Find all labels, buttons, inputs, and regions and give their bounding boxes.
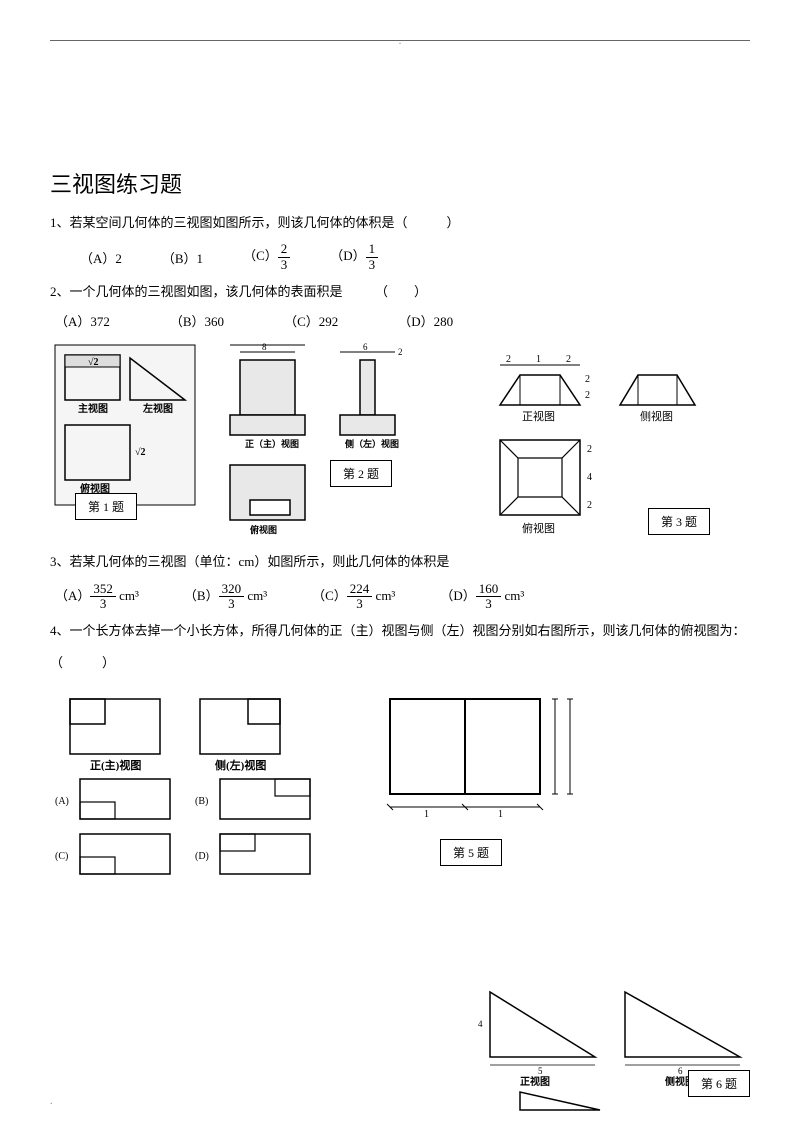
q3-opt-d: （D）1603 cm³	[440, 582, 524, 612]
fig2-caption: 第 2 题	[330, 460, 392, 487]
svg-text:正(主)视图: 正(主)视图	[90, 758, 141, 772]
q3-opt-a: （A）3523 cm³	[55, 582, 139, 612]
q1-opt-a: （A）2	[80, 248, 122, 267]
svg-text:2: 2	[587, 444, 592, 455]
q4-blank: （ ）	[50, 651, 750, 674]
svg-text:左视图: 左视图	[142, 402, 173, 415]
figure-1: √2 主视图 左视图 √2 俯视图 第 1 题	[50, 340, 200, 515]
q3-opt-c: （C）2243 cm³	[312, 582, 395, 612]
q2-opt-d: （D）280	[398, 311, 453, 330]
svg-text:4: 4	[478, 1019, 483, 1029]
q4-left-col: 正(主)视图 侧(左)视图 (A) (B) (C) (D)	[50, 689, 330, 884]
svg-text:(C): (C)	[55, 851, 68, 862]
q2-opt-a: （A）372	[55, 311, 110, 330]
svg-text:主视图: 主视图	[78, 402, 108, 415]
svg-text:2: 2	[585, 374, 590, 385]
svg-text:6: 6	[363, 342, 368, 352]
q3-options: （A）3523 cm³ （B）3203 cm³ （C）2243 cm³ （D）1…	[50, 582, 750, 612]
figure-3: 2 1 2 2 2 正视图 侧视图 2 4 2 俯视图 第 3 题	[480, 340, 710, 540]
svg-text:2: 2	[506, 354, 511, 365]
svg-text:√2: √2	[88, 357, 99, 368]
svg-text:俯视图: 俯视图	[522, 521, 555, 535]
q2-opt-c: （C）292	[284, 311, 338, 330]
svg-text:5: 5	[538, 1066, 543, 1076]
q1-options: （A）2 （B）1 （C）23 （D）13	[50, 242, 750, 272]
fig5-caption: 第 5 题	[440, 839, 502, 866]
q4-figures: 正(主)视图 侧(左)视图 (A) (B) (C) (D)	[50, 689, 750, 884]
q1-text: 1、若某空间几何体的三视图如图所示，则该几何体的体积是（ ）	[50, 211, 750, 234]
svg-text:√2: √2	[135, 447, 146, 458]
svg-text:4: 4	[587, 472, 592, 483]
q1-opt-d: （D）13	[330, 242, 378, 272]
svg-text:6: 6	[678, 1066, 683, 1076]
svg-text:1: 1	[498, 809, 503, 820]
svg-text:正（主）视图: 正（主）视图	[245, 438, 299, 449]
svg-text:俯视图: 俯视图	[250, 524, 277, 535]
svg-text:正视图: 正视图	[520, 1075, 550, 1088]
q3-text: 3、若某几何体的三视图（单位：cm）如图所示，则此几何体的体积是	[50, 550, 750, 573]
svg-text:1: 1	[424, 809, 429, 820]
q1-opt-b: （B）1	[162, 248, 203, 267]
page-title: 三视图练习题	[50, 167, 750, 199]
svg-text:(A): (A)	[55, 796, 69, 807]
svg-text:侧视图: 侧视图	[640, 409, 673, 423]
svg-text:2: 2	[398, 347, 403, 357]
q3-opt-b: （B）3203 cm³	[184, 582, 267, 612]
q4-text: 4、一个长方体去掉一个小长方体，所得几何体的正（主）视图与侧（左）视图分别如右图…	[50, 619, 750, 642]
fig3-caption: 第 3 题	[648, 508, 710, 535]
svg-text:(B): (B)	[195, 796, 208, 807]
svg-text:2: 2	[566, 354, 571, 365]
fig6-caption: 第 6 题	[688, 1070, 750, 1097]
svg-text:侧（左）视图: 侧（左）视图	[345, 438, 399, 449]
q2-options: （A）372 （B）360 （C）292 （D）280	[50, 311, 750, 330]
svg-text:侧(左)视图: 侧(左)视图	[215, 758, 266, 772]
q1-opt-c: （C）23	[243, 242, 290, 272]
q2-text: 2、一个几何体的三视图如图，该几何体的表面积是 （ ）	[50, 280, 750, 303]
svg-text:8: 8	[262, 342, 267, 352]
q6-figure: 4 5 正视图 6 侧视图 第 6 题	[470, 982, 750, 1112]
svg-text:2: 2	[585, 390, 590, 401]
fig1-caption: 第 1 题	[75, 493, 137, 520]
q2-opt-b: （B）360	[170, 311, 224, 330]
svg-text:(D): (D)	[195, 851, 209, 862]
q5-figure: 1 1 第 5 题	[370, 689, 600, 884]
figure-2: 8 正（主）视图 6 2 侧（左）视图 俯视图 第 2 题	[220, 340, 440, 540]
svg-text:正视图: 正视图	[522, 409, 555, 423]
figures-row-1: √2 主视图 左视图 √2 俯视图 第 1 题 8 正（主）视图 6 2 侧（左…	[50, 340, 750, 540]
svg-text:1: 1	[536, 354, 541, 365]
svg-text:2: 2	[587, 500, 592, 511]
